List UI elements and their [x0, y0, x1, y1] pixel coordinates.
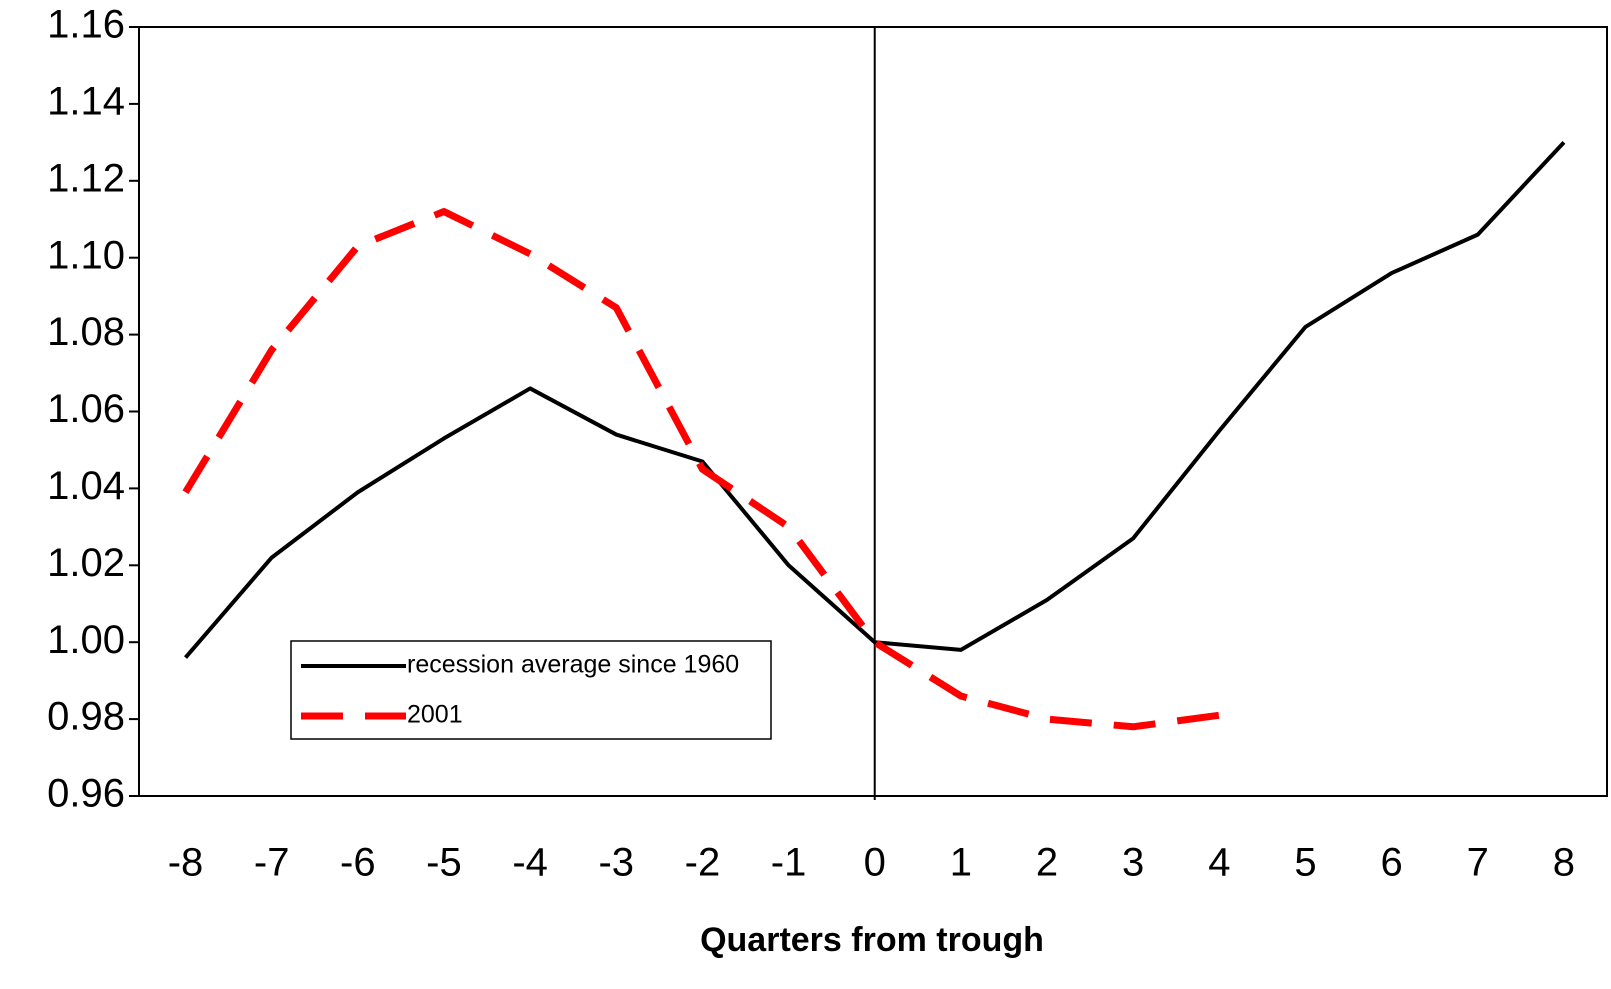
legend-box: [290, 640, 772, 740]
x-tick-label: 8: [1553, 841, 1575, 885]
x-tick-label: 5: [1294, 841, 1316, 885]
x-tick-label: -1: [771, 841, 807, 885]
y-tick-label: 1.02: [47, 541, 125, 585]
y-tick-label: 1.10: [47, 233, 125, 277]
y-tick-label: 1.08: [47, 310, 125, 354]
x-tick-label: 1: [950, 841, 972, 885]
x-tick-label: -6: [340, 841, 376, 885]
x-tick-label: -3: [598, 841, 634, 885]
series-line: [184, 140, 1566, 659]
x-tick-label: -5: [426, 841, 462, 885]
y-tick-label: 1.06: [47, 387, 125, 431]
y-tick-label: 1.16: [47, 3, 125, 47]
y-tick-label: 1.14: [47, 79, 125, 123]
y-tick-label: 1.00: [47, 618, 125, 662]
y-tick-label: 1.04: [47, 464, 125, 508]
x-tick-label: 3: [1122, 841, 1144, 885]
legend-label: 2001: [407, 701, 463, 729]
series-line: [182, 208, 1220, 731]
y-tick-label: 1.12: [47, 156, 125, 200]
y-tick-label: 0.96: [47, 772, 125, 816]
x-tick-label: -7: [254, 841, 290, 885]
x-axis-label: Quarters from trough: [700, 921, 1044, 959]
x-tick-label: 4: [1208, 841, 1230, 885]
x-tick-label: -4: [512, 841, 548, 885]
x-tick-label: 6: [1380, 841, 1402, 885]
x-tick-label: -8: [168, 841, 204, 885]
x-tick-label: 0: [864, 841, 886, 885]
x-tick-label: 2: [1036, 841, 1058, 885]
x-tick-label: 7: [1467, 841, 1489, 885]
x-tick-label: -2: [685, 841, 721, 885]
y-tick-label: 0.98: [47, 695, 125, 739]
legend-label: recession average since 1960: [407, 651, 739, 679]
